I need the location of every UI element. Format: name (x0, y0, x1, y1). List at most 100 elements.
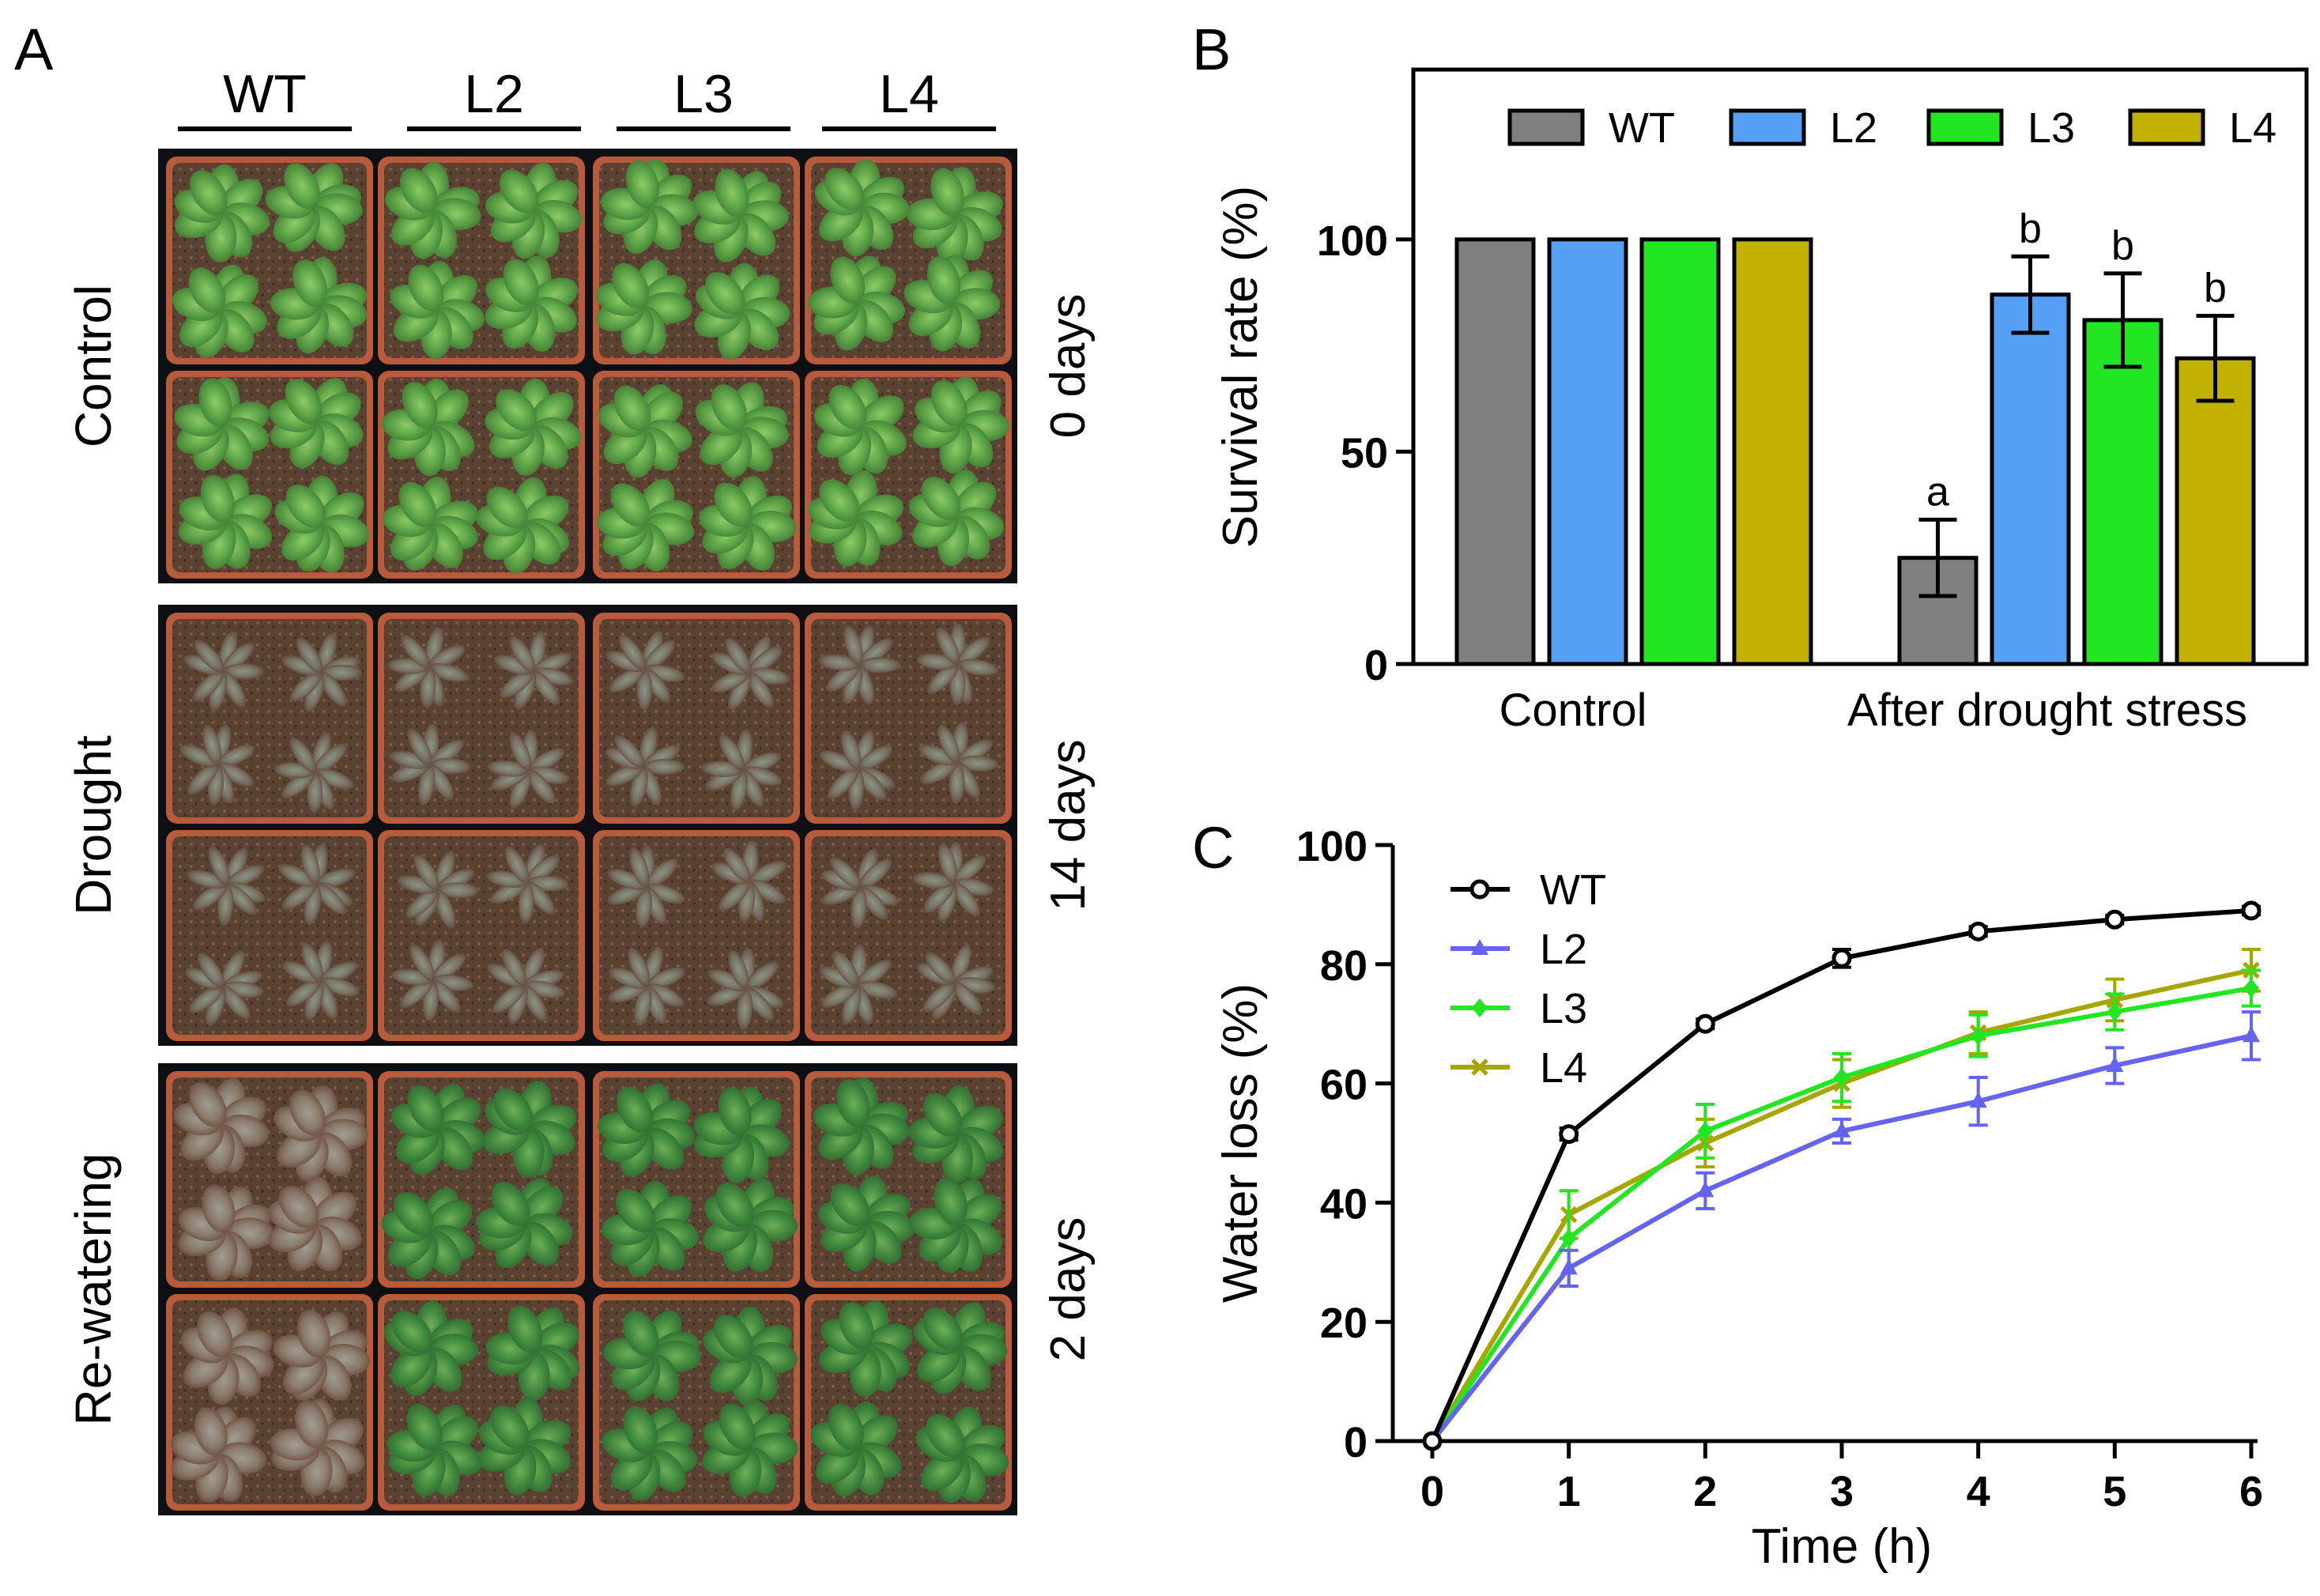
leaf (922, 1093, 963, 1137)
plant-rosette (387, 627, 469, 708)
duration-label: 14 days (1041, 739, 1096, 911)
data-point-l2 (2243, 1026, 2260, 1043)
plant-rosette (381, 379, 475, 477)
leaf (830, 857, 862, 889)
legend-marker (1471, 1058, 1488, 1076)
plant-rosette (919, 722, 998, 804)
leaf (289, 737, 317, 772)
plant-rosette (383, 1300, 478, 1396)
plant-rosette (397, 851, 479, 929)
series-line-l4 (1430, 968, 2252, 1443)
leaf (819, 966, 858, 989)
plant-rosette (903, 255, 1001, 352)
leaf (643, 640, 676, 670)
significance-letter: a (1926, 469, 1949, 515)
leaf (610, 483, 651, 526)
plant-rosette (602, 1180, 700, 1277)
plant-rosette (915, 1406, 1009, 1504)
plant-rosette (818, 1300, 913, 1398)
bar-wt-0 (1454, 237, 1536, 666)
leaf (504, 846, 530, 884)
leaf (507, 1305, 543, 1353)
leaf (725, 637, 752, 673)
legend-item-l3: L3 (1450, 985, 1587, 1032)
leaf (317, 632, 338, 673)
leaf (281, 882, 317, 910)
y-tick-label: 0 (1344, 1419, 1367, 1466)
leaf (283, 163, 320, 209)
leaf (616, 1086, 653, 1133)
leaf (828, 384, 867, 430)
plant-rosette (607, 845, 685, 928)
x-tick-label: 0 (1420, 1468, 1444, 1515)
plant-rosette (476, 1178, 573, 1269)
leaf (722, 847, 751, 883)
leaf (202, 1184, 236, 1233)
genotype-header-l4: L4 (879, 64, 939, 124)
plant-rosette (278, 843, 356, 925)
plant-rosette (476, 477, 569, 574)
data-point-wt (2241, 900, 2262, 921)
leaf (278, 864, 317, 887)
leaf (518, 882, 534, 924)
leaf (391, 1311, 433, 1353)
leaf (926, 256, 961, 304)
duration-label: 2 days (1041, 1217, 1096, 1362)
leaf (509, 770, 532, 809)
leaf (522, 947, 545, 986)
leaf (221, 642, 255, 673)
leaf (824, 168, 865, 211)
leaf (851, 887, 867, 929)
plant-rosette (912, 376, 1009, 474)
legend-swatch-wt (1507, 108, 1585, 146)
data-point-l2 (1969, 1092, 1987, 1108)
legend-marker (1471, 939, 1488, 955)
plant-rosette (695, 382, 789, 478)
leaf (827, 768, 859, 799)
leaf (609, 968, 648, 989)
leaf (197, 1311, 233, 1357)
legend-label-l2: L2 (1830, 104, 1877, 152)
leaf (432, 953, 466, 982)
leaf (390, 1345, 432, 1387)
leaf (643, 1127, 685, 1170)
plant-rosette (908, 1085, 1003, 1184)
legend-item-l4: L4 (1450, 1044, 1587, 1092)
leaf (832, 951, 859, 987)
leaf (493, 1088, 534, 1131)
leaf (856, 960, 892, 987)
data-point-l2 (2106, 1055, 2124, 1072)
leaf (494, 655, 534, 675)
y-tick-label: 60 (1320, 1062, 1367, 1109)
plant-rosette (916, 944, 996, 1020)
leaf (304, 980, 324, 1021)
series-l3 (1424, 968, 2261, 1451)
leaf (319, 671, 347, 707)
leaf (486, 486, 528, 529)
leaf (522, 984, 548, 1022)
plant-rosette (703, 1178, 798, 1273)
plant-rosette (183, 631, 264, 711)
leaf (190, 170, 228, 216)
bar-l3-1 (2082, 318, 2163, 666)
legend-marker (1469, 879, 1490, 900)
leaf (487, 964, 525, 988)
leaf (428, 662, 469, 682)
leaf (714, 482, 753, 527)
plant-rosette (808, 255, 905, 351)
plant-rosette (485, 255, 579, 352)
leaf (931, 379, 968, 427)
leaf (198, 378, 232, 427)
y-tick-label: 40 (1320, 1180, 1367, 1228)
leaf (952, 881, 980, 917)
plant-rosette (601, 159, 699, 255)
plant-rosette (273, 732, 354, 813)
leaf (949, 762, 965, 804)
significance-letter: b (2204, 266, 2227, 311)
leaf (819, 750, 858, 772)
data-point-l3 (1970, 1026, 1986, 1046)
plant-rosette (702, 1399, 798, 1497)
plant-rosette (270, 257, 368, 353)
genotype-headers: WT L2 L3 L4 (178, 64, 996, 131)
data-point-wt (1422, 1431, 1443, 1451)
